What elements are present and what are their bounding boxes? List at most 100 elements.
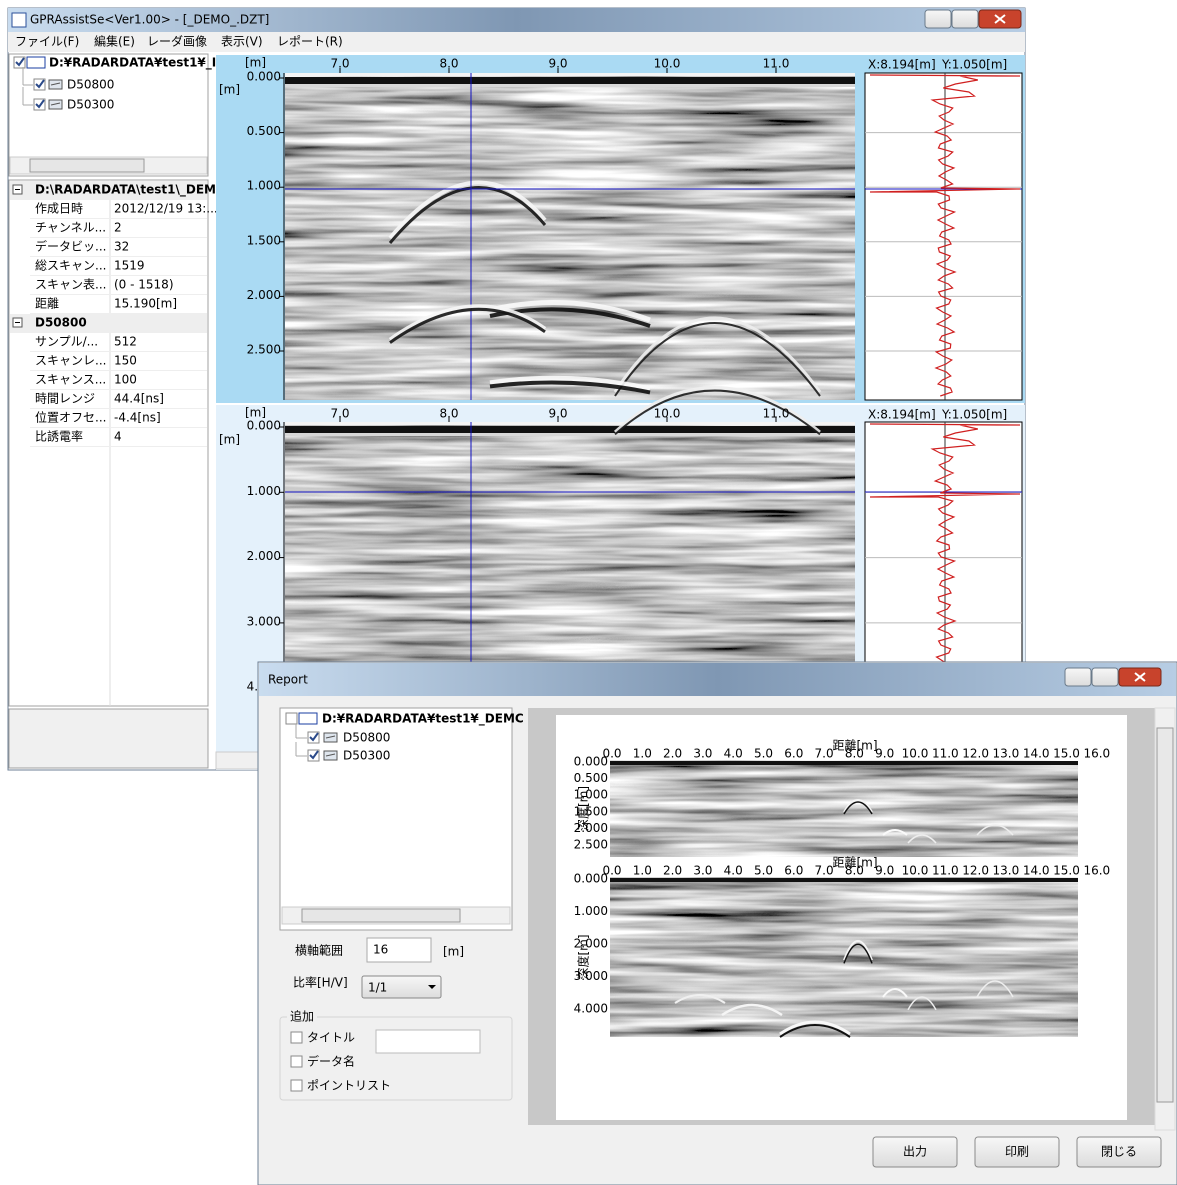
preview-reflection bbox=[976, 980, 1014, 998]
menu-item[interactable]: ファイル(F) bbox=[15, 35, 79, 49]
preview-x-tick: 5.0 bbox=[754, 864, 773, 878]
minimize-button[interactable] bbox=[924, 9, 952, 29]
checkbox[interactable] bbox=[307, 749, 320, 762]
checkbox[interactable] bbox=[307, 731, 320, 744]
checkbox[interactable] bbox=[290, 1031, 303, 1044]
checkbox[interactable] bbox=[290, 1055, 303, 1068]
preview-y-tick: 0.000 bbox=[574, 872, 608, 886]
minimize-button[interactable] bbox=[1064, 667, 1092, 687]
property-value: 100 bbox=[114, 373, 137, 387]
scroll-thumb[interactable] bbox=[29, 158, 145, 173]
cursor-y: Y:1.050[m] bbox=[941, 58, 1007, 72]
x-tick-label: 11.0 bbox=[763, 407, 790, 421]
property-value: 4 bbox=[114, 430, 122, 444]
ratio-select[interactable] bbox=[361, 975, 442, 999]
maximize-button[interactable] bbox=[951, 9, 979, 29]
range-input[interactable] bbox=[366, 937, 432, 963]
menu-item[interactable]: 編集(E) bbox=[94, 34, 135, 49]
preview-reflection bbox=[779, 1024, 851, 1038]
preview-surface bbox=[610, 761, 1078, 765]
preview-x-tick: 12.0 bbox=[962, 747, 989, 761]
y-tick-label: 0.000 bbox=[247, 419, 281, 433]
menu-item[interactable]: 表示(V) bbox=[221, 35, 263, 49]
tree-item[interactable]: D50800 bbox=[67, 78, 114, 92]
checkbox[interactable] bbox=[33, 98, 46, 111]
option-label[interactable]: タイトル bbox=[307, 1031, 355, 1045]
x-unit: [m] bbox=[245, 406, 266, 420]
maximize-button[interactable] bbox=[1091, 667, 1119, 687]
close-icon bbox=[994, 14, 1006, 24]
tree-view bbox=[8, 53, 209, 177]
preview-x-tick: 9.0 bbox=[875, 864, 894, 878]
dialog-button[interactable] bbox=[974, 1136, 1060, 1168]
option-label[interactable]: ポイントリスト bbox=[307, 1079, 391, 1093]
dzt-icon-box bbox=[298, 712, 318, 725]
preview-y-tick: 2.000 bbox=[574, 821, 608, 835]
button-label[interactable]: 印刷 bbox=[1005, 1145, 1029, 1159]
reflection bbox=[613, 316, 822, 393]
preview-x-tick: 13.0 bbox=[993, 864, 1020, 878]
tree-item[interactable]: D50300 bbox=[67, 98, 114, 112]
property-name: データビッ... bbox=[35, 239, 106, 254]
add-label-bg bbox=[287, 1010, 317, 1024]
preview-reflection bbox=[721, 1003, 783, 1017]
x-tick-label: 8.0 bbox=[439, 57, 458, 71]
preview-y-tick: 0.500 bbox=[574, 771, 608, 785]
checkbox[interactable] bbox=[33, 78, 46, 91]
checkbox[interactable] bbox=[290, 1079, 303, 1092]
preview-reflection bbox=[779, 1020, 851, 1036]
button-label[interactable]: 出力 bbox=[903, 1145, 927, 1159]
tree-item[interactable]: D50300 bbox=[343, 749, 390, 763]
button-label[interactable]: 閉じる bbox=[1101, 1145, 1137, 1159]
x-tick-label: 11.0 bbox=[763, 57, 790, 71]
title-input[interactable] bbox=[375, 1029, 481, 1054]
property-name: スキャンス... bbox=[35, 373, 106, 387]
check-mark bbox=[35, 99, 45, 109]
x-tick-label: 9.0 bbox=[548, 57, 567, 71]
report-tree bbox=[279, 707, 513, 931]
x-tick-label: 10.0 bbox=[654, 407, 681, 421]
y-tick-label: 2.000 bbox=[247, 549, 281, 563]
preview-x-tick: 4.0 bbox=[724, 747, 743, 761]
reflection bbox=[613, 386, 821, 434]
y-tick-label: 1.000 bbox=[247, 179, 281, 193]
preview-reflection bbox=[843, 801, 873, 815]
preview-x-tick: 0.0 bbox=[602, 864, 621, 878]
preview-x-tick: 2.0 bbox=[663, 747, 682, 761]
preview-y-tick: 1.000 bbox=[574, 788, 608, 802]
cursor-y: Y:1.050[m] bbox=[941, 408, 1007, 422]
preview-x-tick: 6.0 bbox=[784, 864, 803, 878]
checkbox[interactable] bbox=[285, 712, 298, 725]
reflection bbox=[489, 299, 651, 323]
preview-x-tick: 14.0 bbox=[1023, 747, 1050, 761]
v-thumb[interactable] bbox=[1156, 727, 1174, 1103]
preview-x-tick: 10.0 bbox=[902, 864, 929, 878]
dialog-button[interactable] bbox=[872, 1136, 958, 1168]
ratio-label: 比率[H/V] bbox=[293, 975, 348, 990]
property-value: 44.4[ns] bbox=[114, 392, 164, 406]
property-value: (0 - 1518) bbox=[114, 278, 174, 292]
surface-dark bbox=[285, 77, 855, 84]
property-value: 2012/12/19 13:... bbox=[114, 202, 218, 216]
dialog-title-bar bbox=[259, 663, 1176, 696]
menu-item[interactable]: レーダ画像 bbox=[147, 34, 207, 49]
menu-item[interactable]: レポート(R) bbox=[277, 35, 343, 49]
preview-x-tick: 7.0 bbox=[815, 747, 834, 761]
y-tick-label: 2.500 bbox=[247, 343, 281, 357]
option-label[interactable]: データ名 bbox=[307, 1054, 355, 1069]
preview-x-tick: 7.0 bbox=[815, 864, 834, 878]
range-unit: [m] bbox=[443, 945, 464, 959]
range-label: 横軸範囲 bbox=[295, 943, 343, 958]
preview-x-tick: 12.0 bbox=[962, 864, 989, 878]
scroll-thumb[interactable] bbox=[301, 908, 461, 923]
tree-item[interactable]: D50800 bbox=[343, 731, 390, 745]
preview-x-tick: 16.0 bbox=[1083, 864, 1110, 878]
checkbox[interactable] bbox=[13, 56, 26, 69]
add-label: 追加 bbox=[290, 1009, 314, 1024]
dialog-button[interactable] bbox=[1076, 1136, 1162, 1168]
trace-panel bbox=[864, 72, 1023, 401]
property-value: -4.4[ns] bbox=[114, 411, 161, 425]
preview-x-tick: 4.0 bbox=[724, 864, 743, 878]
cursor-x: X:8.194[m] bbox=[868, 408, 936, 422]
icon-line bbox=[50, 102, 61, 106]
